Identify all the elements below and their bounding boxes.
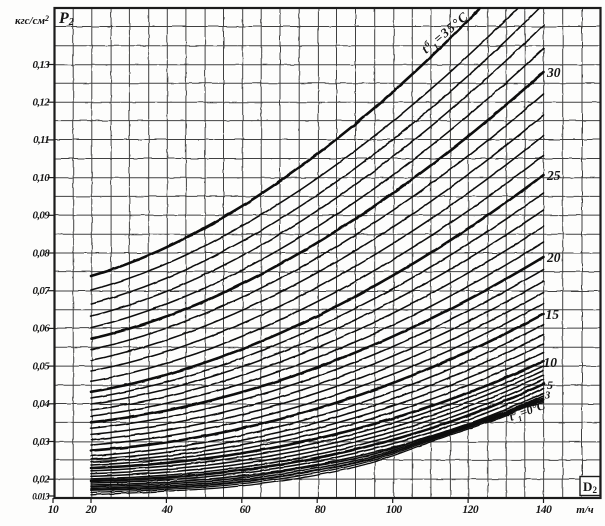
svg-text:100: 100	[386, 504, 403, 516]
svg-text:5: 5	[547, 378, 553, 392]
svg-text:30: 30	[546, 65, 561, 80]
svg-text:0,05: 0,05	[33, 360, 51, 372]
svg-text:0.013: 0.013	[32, 491, 50, 501]
svg-text:0,06: 0,06	[33, 323, 51, 335]
svg-text:0,11: 0,11	[33, 134, 49, 146]
svg-text:15: 15	[546, 307, 560, 322]
svg-text:0,07: 0,07	[33, 285, 51, 297]
svg-text:0,08: 0,08	[33, 247, 51, 259]
svg-text:120: 120	[462, 504, 479, 516]
svg-text:0,04: 0,04	[33, 398, 51, 410]
svg-text:20: 20	[85, 504, 97, 516]
svg-text:10: 10	[544, 355, 558, 370]
svg-text:20: 20	[546, 250, 561, 265]
svg-text:80: 80	[315, 504, 326, 516]
svg-text:m/ч: m/ч	[576, 504, 594, 516]
svg-text:25: 25	[546, 168, 561, 183]
svg-text:0,13: 0,13	[33, 59, 51, 71]
svg-text:10: 10	[48, 504, 59, 516]
svg-text:0,02: 0,02	[33, 474, 51, 486]
svg-text:3: 3	[544, 391, 550, 402]
svg-text:кгс/см2: кгс/см2	[15, 14, 49, 27]
svg-text:0,12: 0,12	[33, 97, 51, 109]
svg-text:60: 60	[240, 504, 251, 516]
svg-text:0,03: 0,03	[33, 436, 51, 448]
svg-text:40: 40	[161, 504, 173, 516]
svg-text:0,09: 0,09	[33, 210, 51, 222]
svg-text:140: 140	[536, 504, 553, 516]
svg-text:0,10: 0,10	[33, 172, 51, 184]
